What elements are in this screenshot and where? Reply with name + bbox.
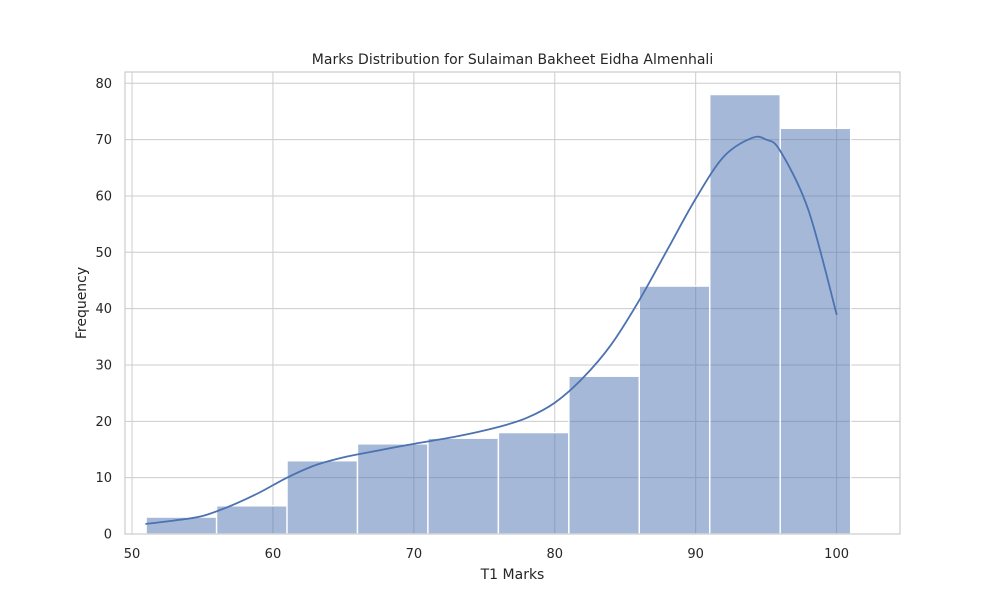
x-tick-label: 80 — [546, 547, 563, 562]
histogram-bar — [709, 93, 781, 535]
y-tick-label: 80 — [95, 77, 112, 92]
histogram-bar — [356, 443, 429, 535]
y-tick-label: 50 — [95, 246, 112, 261]
y-axis-label: Frequency — [74, 267, 90, 339]
y-tick-label: 30 — [95, 358, 112, 373]
histogram-bar — [427, 437, 500, 535]
histogram-bar — [779, 127, 852, 535]
histogram-bar — [215, 505, 288, 535]
x-axis-label: T1 Marks — [480, 567, 545, 583]
y-tick-label: 70 — [95, 133, 112, 148]
y-tick-label: 40 — [95, 302, 112, 317]
y-tick-label: 10 — [95, 471, 112, 486]
x-tick-label: 70 — [406, 547, 423, 562]
histogram-bar — [497, 431, 570, 535]
x-tick-label: 90 — [687, 547, 704, 562]
y-tick-labels: 0 10 20 30 40 50 60 70 80 — [95, 77, 112, 543]
x-tick-label: 50 — [124, 547, 141, 562]
chart-title: Marks Distribution for Sulaiman Bakheet … — [312, 52, 713, 68]
histogram-bar — [638, 285, 711, 535]
x-tick-labels: 50 60 70 80 90 100 — [124, 547, 849, 562]
x-tick-label: 100 — [824, 547, 849, 562]
histogram-bar — [568, 375, 641, 535]
kde-curve — [145, 135, 838, 525]
y-tick-label: 0 — [104, 528, 112, 543]
plot-frame — [124, 71, 901, 535]
y-tick-label: 60 — [95, 189, 112, 204]
kde-curve-layer — [145, 135, 838, 525]
y-tick-label: 20 — [95, 415, 112, 430]
histogram-bars — [145, 93, 852, 535]
x-tick-label: 60 — [265, 547, 282, 562]
